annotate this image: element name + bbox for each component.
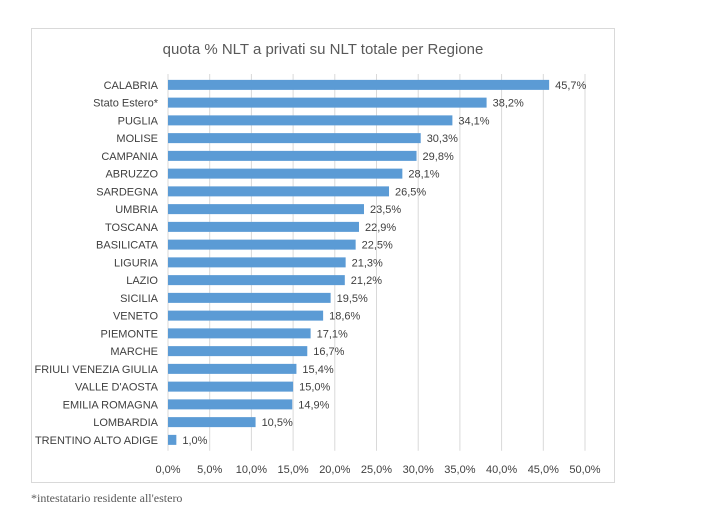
category-label: CALABRIA <box>104 80 159 92</box>
category-label: VALLE D'AOSTA <box>75 382 159 394</box>
category-label: VENETO <box>113 311 158 323</box>
x-tick-label: 10,0% <box>236 464 267 476</box>
chart-title: quota % NLT a privati su NLT totale per … <box>162 41 484 58</box>
bar <box>168 275 345 286</box>
data-label: 30,3% <box>427 133 458 145</box>
bar <box>168 204 364 215</box>
data-label: 15,4% <box>302 364 333 376</box>
data-label: 14,9% <box>298 399 329 411</box>
data-label: 16,7% <box>313 346 344 358</box>
data-label: 34,1% <box>458 115 489 127</box>
category-label: FRIULI VENEZIA GIULIA <box>35 364 159 376</box>
category-label: LAZIO <box>126 275 158 287</box>
bar <box>168 310 324 321</box>
data-label: 1,0% <box>182 435 207 447</box>
data-label: 45,7% <box>555 80 586 92</box>
bar <box>168 150 417 161</box>
data-label: 21,3% <box>352 257 383 269</box>
bar <box>168 434 177 445</box>
x-tick-label: 40,0% <box>486 464 517 476</box>
x-tick-label: 50,0% <box>569 464 600 476</box>
bar <box>168 381 294 392</box>
bar <box>168 97 487 108</box>
x-tick-label: 30,0% <box>403 464 434 476</box>
bar <box>168 417 256 428</box>
x-tick-label: 35,0% <box>444 464 475 476</box>
data-label: 21,2% <box>351 275 382 287</box>
category-label: PUGLIA <box>118 115 159 127</box>
bar <box>168 399 293 410</box>
category-label: Stato Estero* <box>93 98 159 110</box>
data-label: 10,5% <box>262 417 293 429</box>
category-label: BASILICATA <box>96 240 159 252</box>
bar <box>168 239 356 250</box>
bar <box>168 292 331 303</box>
category-label: SICILIA <box>120 293 159 305</box>
category-label: MARCHE <box>110 346 158 358</box>
x-tick-label: 0,0% <box>155 464 180 476</box>
category-label: ABRUZZO <box>105 169 158 181</box>
data-label: 28,1% <box>408 169 439 181</box>
category-label: EMILIA ROMAGNA <box>63 399 159 411</box>
category-label: LOMBARDIA <box>93 417 158 429</box>
category-label: MOLISE <box>116 133 158 145</box>
bar <box>168 328 311 339</box>
bar <box>168 115 453 126</box>
data-label: 17,1% <box>317 328 348 340</box>
x-tick-label: 45,0% <box>528 464 559 476</box>
category-label: SARDEGNA <box>96 186 158 198</box>
data-label: 15,0% <box>299 382 330 394</box>
data-label: 22,9% <box>365 222 396 234</box>
bar <box>168 168 403 179</box>
data-label: 29,8% <box>423 151 454 163</box>
bar <box>168 257 346 268</box>
data-label: 26,5% <box>395 186 426 198</box>
category-label: CAMPANIA <box>101 151 158 163</box>
x-tick-label: 20,0% <box>319 464 350 476</box>
data-label: 23,5% <box>370 204 401 216</box>
category-label: TOSCANA <box>105 222 159 234</box>
data-label: 19,5% <box>337 293 368 305</box>
data-label: 22,5% <box>362 240 393 252</box>
bar <box>168 186 390 197</box>
bar <box>168 133 421 144</box>
bar <box>168 221 359 232</box>
x-tick-label: 5,0% <box>197 464 222 476</box>
category-label: PIEMONTE <box>101 328 158 340</box>
data-label: 18,6% <box>329 311 360 323</box>
bar <box>168 363 297 374</box>
category-label: LIGURIA <box>114 257 159 269</box>
footnote: *intestatario residente all'estero <box>31 491 183 505</box>
data-label: 38,2% <box>493 98 524 110</box>
x-tick-label: 15,0% <box>277 464 308 476</box>
bar <box>168 346 308 357</box>
x-tick-label: 25,0% <box>361 464 392 476</box>
category-label: UMBRIA <box>115 204 158 216</box>
bar <box>168 79 550 90</box>
category-label: TRENTINO ALTO ADIGE <box>35 435 158 447</box>
